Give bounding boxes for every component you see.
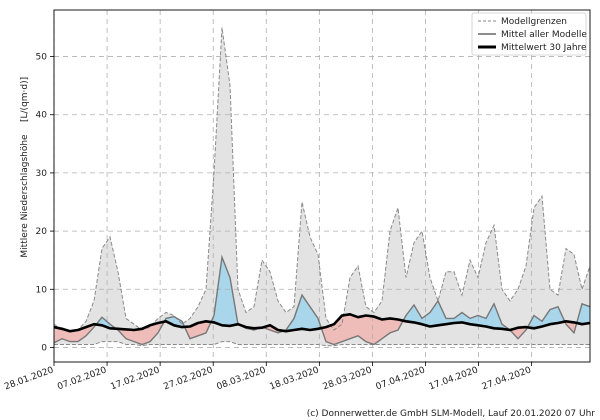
legend-label-model-range: Modellgrenzen — [501, 17, 567, 27]
y-axis-label-text: Mittlere Niederschlagshöhe — [20, 134, 30, 258]
y-tick-labels: 0 10 20 30 40 50 — [36, 53, 54, 354]
model-range-area — [54, 28, 590, 346]
x-tick-label: 27.02.2020 — [162, 365, 214, 392]
x-tick-label: 27.04.2020 — [481, 365, 533, 392]
x-tick-label: 28.01.2020 — [3, 365, 55, 392]
x-tick-label: 08.03.2020 — [215, 365, 267, 392]
credit-text: (c) Donnerwetter.de GmbH SLM-Modell, Lau… — [307, 409, 596, 419]
x-tick-labels: 28.01.2020 07.02.2020 17.02.2020 27.02.2020… — [3, 362, 533, 392]
y-axis-label-unit: [L/(qm·d)] — [20, 77, 30, 122]
y-tick-label: 50 — [36, 53, 48, 63]
x-tick-label: 07.04.2020 — [375, 365, 427, 392]
x-tick-label: 17.02.2020 — [109, 365, 161, 392]
model-range-band — [54, 28, 590, 346]
x-tick-label: 17.04.2020 — [428, 365, 480, 392]
legend: Modellgrenzen Mittel aller Modelle Mitte… — [472, 13, 587, 55]
x-tick-label: 07.02.2020 — [56, 365, 108, 392]
legend-label-climate-mean: Mittelwert 30 Jahre — [501, 43, 587, 53]
model-range-upper-line — [54, 28, 590, 332]
x-tick-label: 28.03.2020 — [322, 365, 374, 392]
y-tick-label: 30 — [36, 169, 48, 179]
y-tick-label: 40 — [36, 111, 48, 121]
y-axis-label: Mittlere Niederschlagshöhe [L/(qm·d)] — [20, 77, 30, 258]
y-tick-label: 0 — [41, 343, 47, 353]
x-tick-label: 18.03.2020 — [269, 365, 321, 392]
legend-label-model-mean: Mittel aller Modelle — [501, 30, 587, 40]
drier-fill — [342, 314, 350, 341]
y-tick-label: 10 — [36, 285, 48, 295]
y-tick-label: 20 — [36, 227, 48, 237]
